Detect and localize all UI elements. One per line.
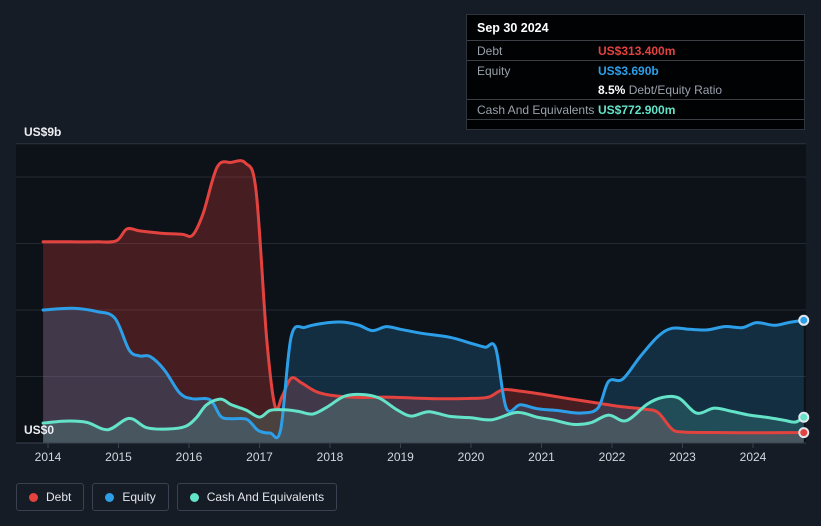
tooltip-row-cash: Cash And Equivalents US$772.900m <box>467 100 804 120</box>
x-tick-label-2021: 2021 <box>528 450 555 464</box>
tooltip-date: Sep 30 2024 <box>467 15 804 41</box>
legend-item-equity[interactable]: Equity <box>92 483 169 511</box>
legend-item-debt[interactable]: Debt <box>16 483 85 511</box>
equity-endpoint-marker[interactable] <box>798 314 810 326</box>
y-axis-bottom-label: US$0 <box>24 423 55 437</box>
tooltip-cash-label: Cash And Equivalents <box>477 102 595 117</box>
equity-area <box>43 308 804 443</box>
debt-endpoint-marker[interactable] <box>798 427 810 439</box>
legend-dot <box>189 492 199 502</box>
x-tick-label-2018: 2018 <box>316 450 344 464</box>
tooltip-ratio: 8.5% Debt/Equity Ratio <box>598 83 722 97</box>
x-tick-label-2024: 2024 <box>739 450 767 464</box>
cash-endpoint-marker[interactable] <box>798 411 810 423</box>
x-tick-label-2019: 2019 <box>387 450 414 464</box>
x-tick-label-2023: 2023 <box>669 450 696 464</box>
tooltip-ratio-label: Debt/Equity Ratio <box>628 82 723 97</box>
legend-dot <box>29 492 38 502</box>
x-tick-label-2022: 2022 <box>598 450 626 464</box>
tooltip-ratio-pct: 8.5% <box>598 82 626 97</box>
legend-label: Cash And Equivalents <box>206 490 325 504</box>
legend-item-cash-and-equivalents[interactable]: Cash And Equivalents <box>176 483 338 511</box>
tooltip-equity-label: Equity <box>477 63 511 78</box>
plot-panel <box>16 143 806 443</box>
tooltip-debt-value: US$313.400m <box>598 43 676 58</box>
tooltip-debt-label: Debt <box>477 43 503 58</box>
tooltip-cash-value: US$772.900m <box>598 102 676 117</box>
equity-line <box>41 306 806 440</box>
data-tooltip: Sep 30 2024 Debt US$313.400m Equity US$3… <box>466 14 805 130</box>
x-tick-label-2017: 2017 <box>246 450 273 464</box>
tooltip-row-debt: Debt US$313.400m <box>467 41 804 61</box>
chart-legend: Debt Equity Cash And Equivalents <box>16 483 338 511</box>
x-tick-label-2016: 2016 <box>175 450 203 464</box>
x-tick-label-2015: 2015 <box>105 450 132 464</box>
tooltip-row-ratio: 8.5% Debt/Equity Ratio <box>467 80 804 100</box>
legend-label: Equity <box>122 490 156 504</box>
y-axis-top-label: US$9b <box>24 125 62 139</box>
debt-area <box>43 160 804 443</box>
tooltip-row-equity: Equity US$3.690b <box>467 61 804 80</box>
tooltip-equity-value: US$3.690b <box>598 63 659 78</box>
chart-canvas[interactable] <box>0 0 821 475</box>
x-tick-label-2014: 2014 <box>34 450 62 464</box>
x-tick-label-2020: 2020 <box>457 450 485 464</box>
cash-line <box>41 392 806 432</box>
legend-label: Debt <box>46 490 72 504</box>
debt-line <box>41 159 806 435</box>
legend-dot <box>105 492 115 502</box>
